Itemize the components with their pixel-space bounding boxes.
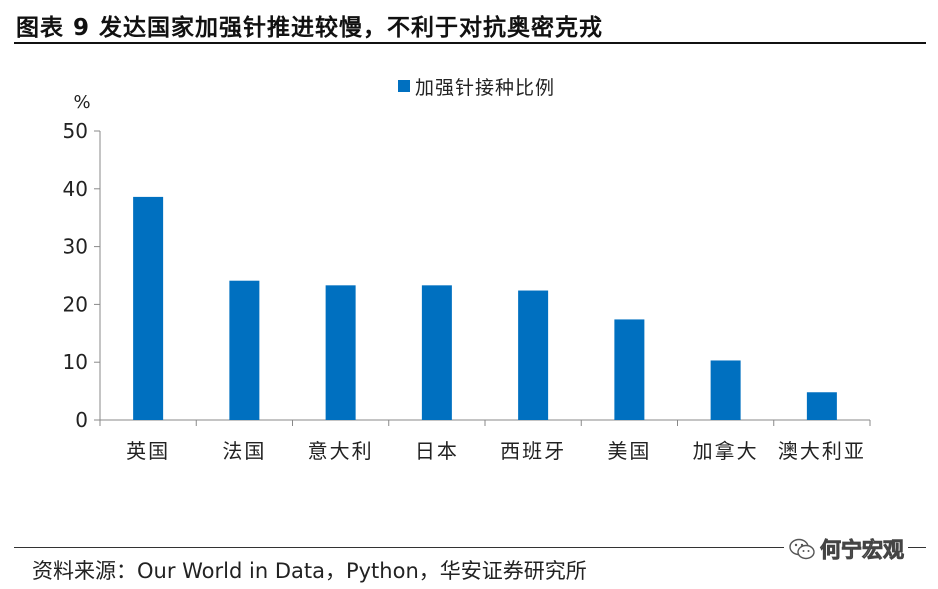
bar [518,290,549,420]
y-tick-label: 10 [63,350,88,374]
x-tick-label: 澳大利亚 [778,439,866,463]
footer-divider [14,547,926,548]
y-tick-label: 50 [63,119,88,143]
bar-series [133,196,837,420]
y-axis-unit: % [73,92,90,113]
y-axis: 0 10 20 30 40 50% [63,92,101,432]
x-tick-label: 法国 [222,439,266,463]
figure-title: 图表 9 发达国家加强针推进较慢，不利于对抗奥密克戎 [16,15,604,41]
x-tick-label: 意大利 [308,439,374,463]
y-tick-label: 40 [63,177,88,201]
x-tick-label: 加拿大 [693,439,759,463]
y-tick-label: 0 [75,408,88,432]
chart-legend: 加强针接种比例 [398,77,555,99]
legend-swatch [398,80,410,92]
bar-chart: 加强针接种比例 0 10 20 30 40 50% 英国 法国 意大利 日本 西班牙 美国 加拿大 澳大… [63,77,871,463]
wechat-icon [789,538,815,560]
bar [133,196,164,420]
x-tick-label: 英国 [126,439,170,463]
bar [421,285,452,420]
bar [229,280,260,420]
bar [614,319,645,420]
x-tick-label: 美国 [607,439,651,463]
bar [710,360,741,420]
y-tick-label: 20 [63,292,88,316]
x-tick-label: 日本 [415,439,459,463]
watermark: 何宁宏观 [784,534,908,564]
bar [806,392,837,420]
source-note: 资料来源：Our World in Data，Python，华安证券研究所 [32,559,587,583]
bar [325,285,356,420]
y-tick-label: 30 [63,235,88,259]
x-axis: 英国 法国 意大利 日本 西班牙 美国 加拿大 澳大利亚 [99,419,871,463]
title-divider [14,42,926,44]
x-tick-label: 西班牙 [500,439,566,463]
legend-label: 加强针接种比例 [415,77,555,99]
watermark-text: 何宁宏观 [820,538,905,563]
